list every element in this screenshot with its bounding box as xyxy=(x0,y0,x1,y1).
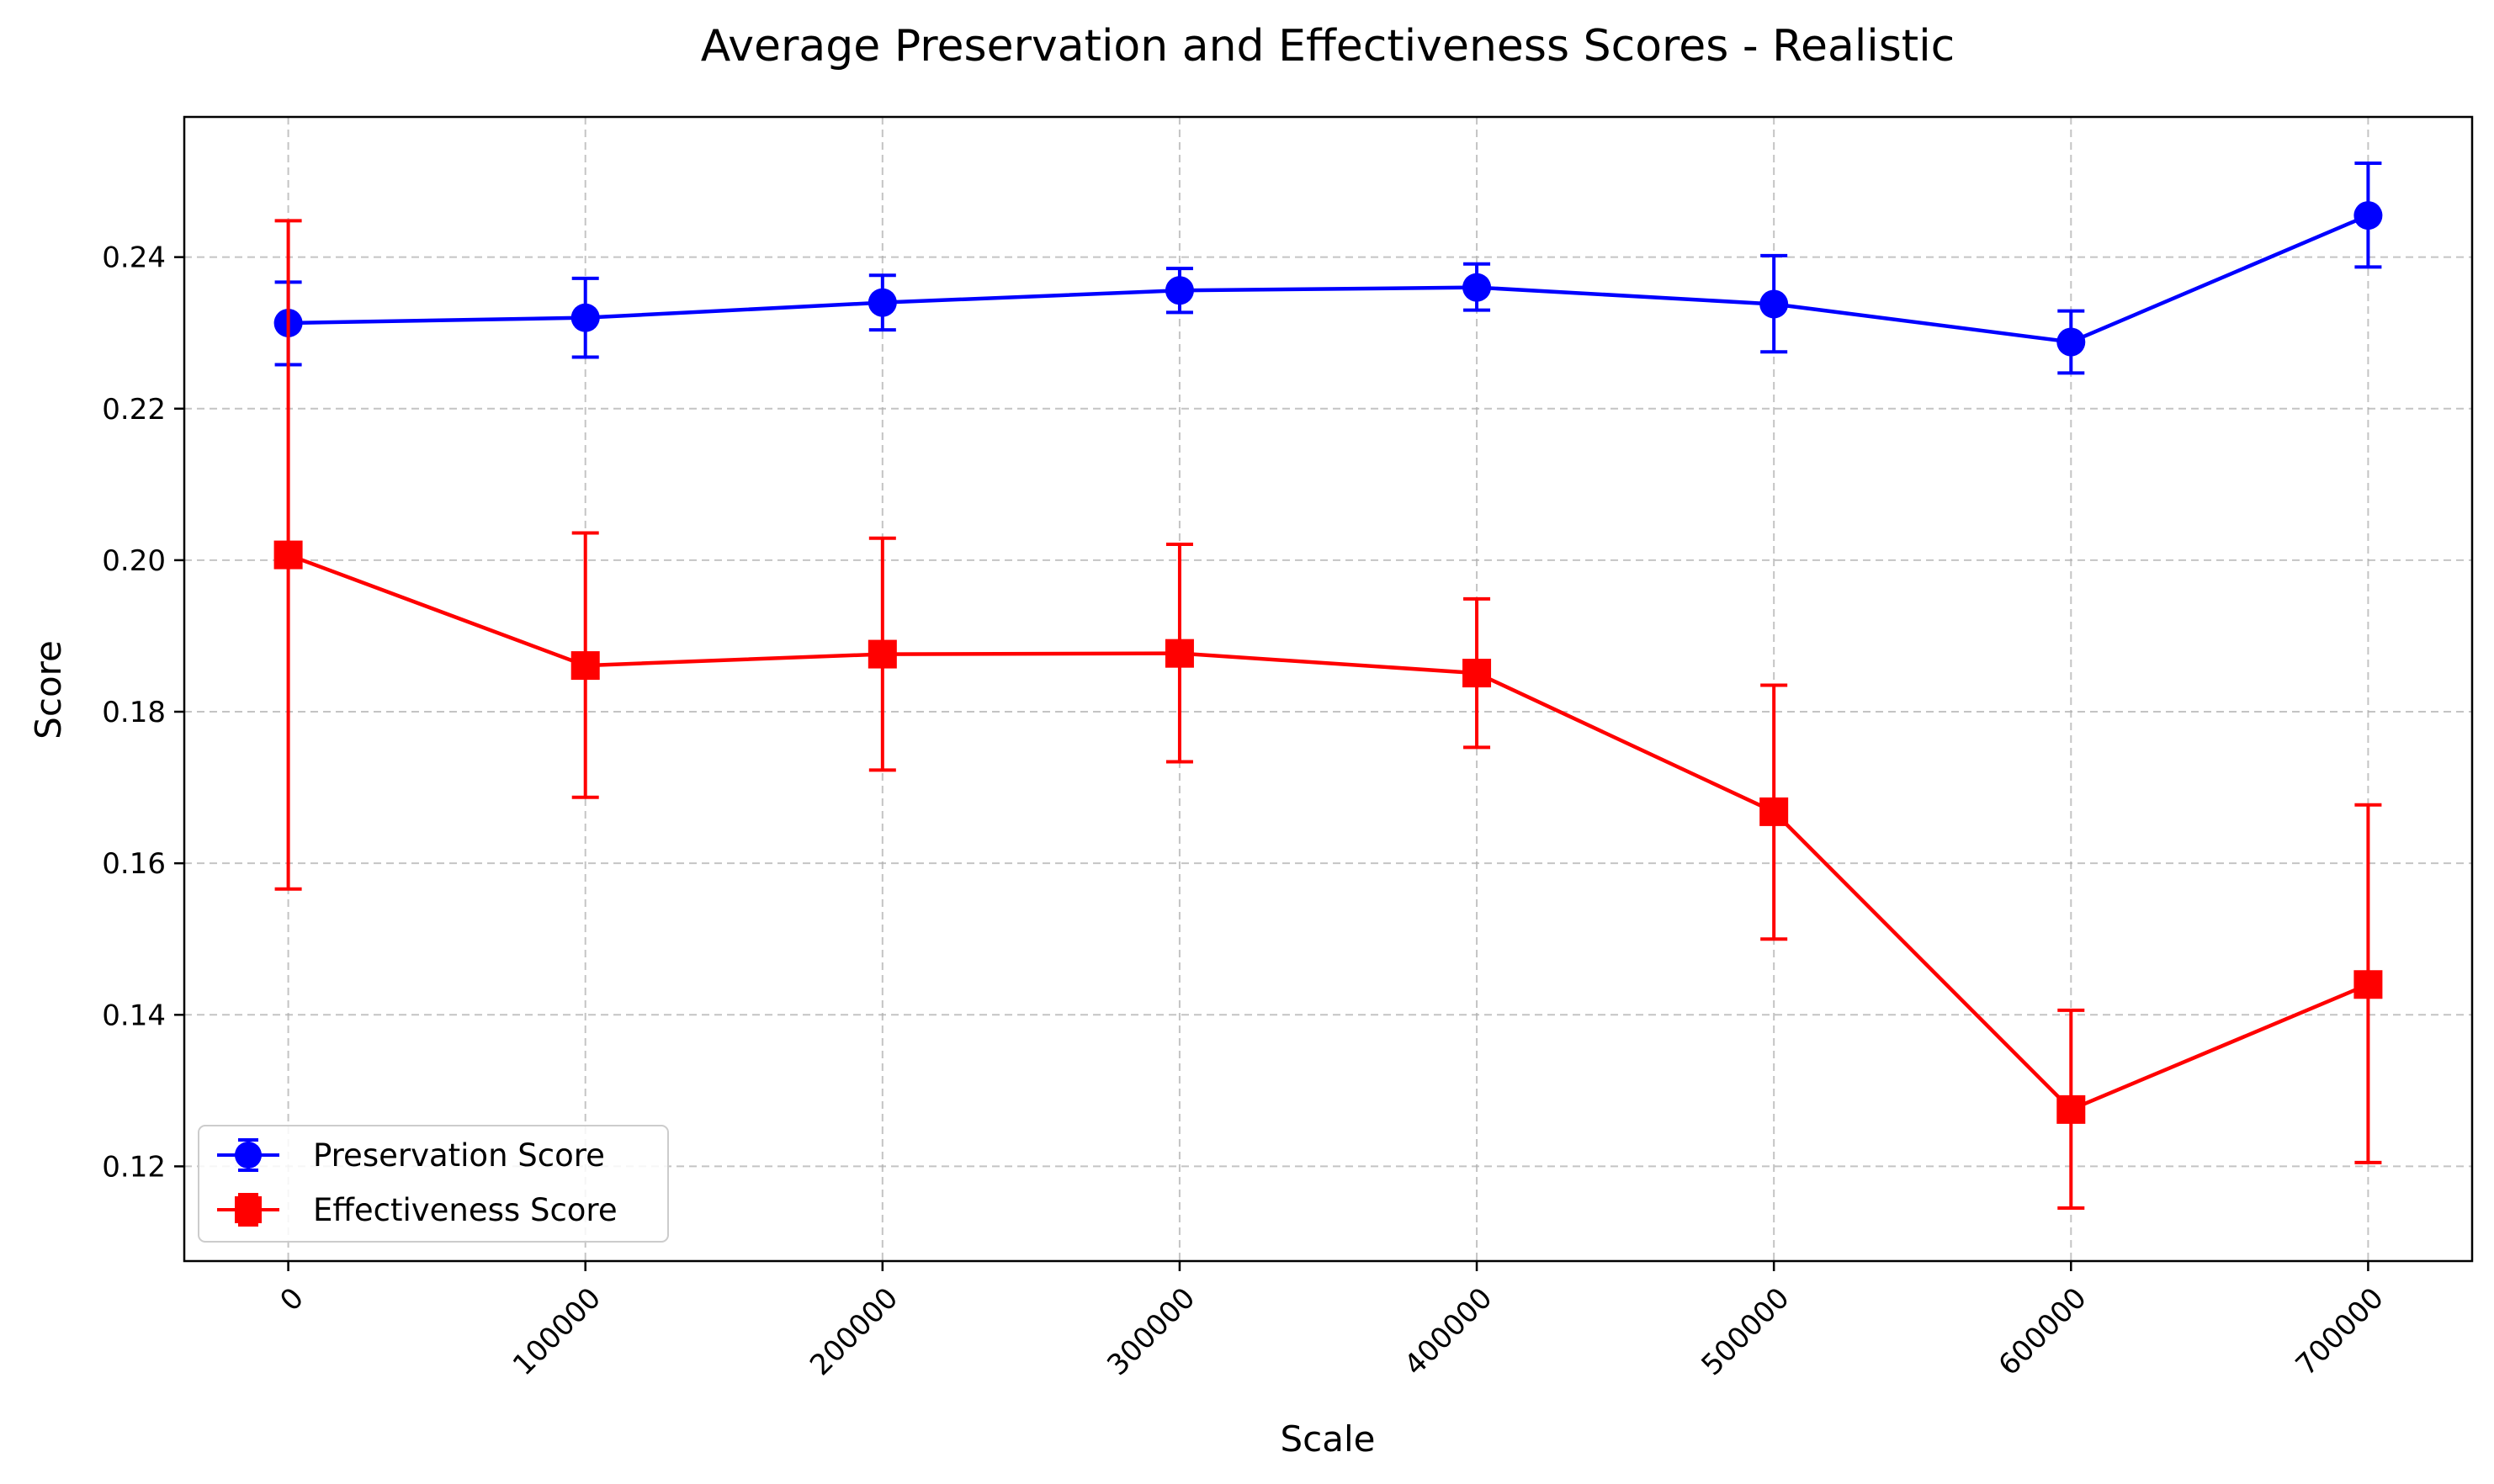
series-line xyxy=(288,214,2369,344)
y-tick-label: 0.12 xyxy=(102,1150,166,1184)
series-line xyxy=(287,553,2369,1112)
legend-label-preservation: Preservation Score xyxy=(313,1137,605,1174)
legend-label-effectiveness: Effectiveness Score xyxy=(313,1192,618,1228)
chart-title: Average Preservation and Effectiveness S… xyxy=(701,21,1955,72)
series-effectiveness xyxy=(273,219,2383,1210)
data-point xyxy=(868,288,897,317)
data-point xyxy=(1759,797,1789,826)
data-point xyxy=(2056,327,2086,357)
data-point xyxy=(2353,201,2383,231)
legend: Preservation Score Effectiveness Score xyxy=(198,1125,669,1243)
data-point xyxy=(1165,276,1194,305)
x-tick-label: 500000 xyxy=(1695,1281,1796,1382)
legend-entry-preservation: Preservation Score xyxy=(217,1137,605,1174)
x-tick-label: 200000 xyxy=(804,1281,905,1382)
y-axis-label: Score xyxy=(28,640,69,739)
series-preservation xyxy=(273,161,2383,375)
data-point xyxy=(1462,273,1492,302)
x-tick-label: 100000 xyxy=(507,1281,608,1382)
data-point xyxy=(1759,289,1789,319)
legend-frame xyxy=(198,1125,669,1243)
x-tick-label: 0 xyxy=(273,1281,310,1318)
data-point xyxy=(1165,639,1194,668)
y-tick-label: 0.14 xyxy=(102,999,166,1032)
series-layer xyxy=(273,161,2383,1210)
data-point xyxy=(2353,970,2383,999)
data-point xyxy=(868,639,897,669)
legend-marker-effectiveness xyxy=(235,1196,262,1223)
legend-marker-preservation xyxy=(235,1142,262,1169)
y-tick-label: 0.20 xyxy=(102,544,166,578)
data-point xyxy=(1462,659,1492,688)
y-tick-label: 0.18 xyxy=(102,696,166,729)
plot-frame xyxy=(183,115,2474,1263)
x-tick-label: 700000 xyxy=(2290,1281,2391,1382)
x-tick-label: 600000 xyxy=(1993,1281,2093,1382)
x-tick-label: 400000 xyxy=(1398,1281,1499,1382)
x-tick-label: 300000 xyxy=(1101,1281,1202,1382)
data-point xyxy=(570,303,600,332)
data-point xyxy=(570,651,600,681)
y-tick-label: 0.16 xyxy=(102,847,166,881)
y-tick-label: 0.24 xyxy=(102,241,166,275)
data-point xyxy=(273,540,303,570)
legend-entry-effectiveness: Effectiveness Score xyxy=(217,1192,618,1228)
x-axis-label: Scale xyxy=(1281,1418,1376,1460)
y-tick-label: 0.22 xyxy=(102,393,166,427)
data-point xyxy=(2056,1094,2086,1124)
